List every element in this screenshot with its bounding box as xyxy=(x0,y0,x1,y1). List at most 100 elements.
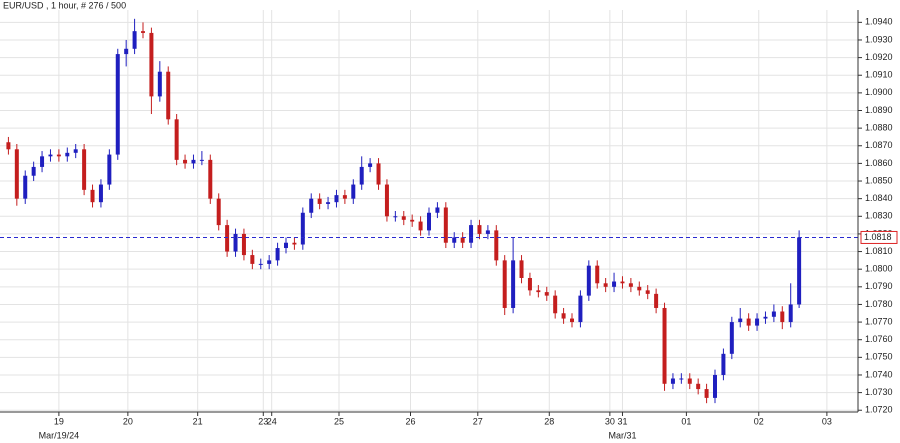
candle-body xyxy=(469,225,474,243)
x-tick-label: 25 xyxy=(334,416,344,426)
x-tick-label: 28 xyxy=(544,416,554,426)
y-tick-label: 1.0900 xyxy=(865,87,893,97)
candle-body xyxy=(519,260,524,278)
candle-body xyxy=(561,313,566,319)
candle-body xyxy=(670,378,675,384)
candle-body xyxy=(771,311,776,317)
x-tick-label: 31 xyxy=(617,416,627,426)
candle-body xyxy=(679,378,684,380)
candle-body xyxy=(603,283,608,287)
candle-body xyxy=(368,163,373,167)
candle-body xyxy=(275,248,280,261)
y-tick-label: 1.0810 xyxy=(865,246,893,256)
candle-body xyxy=(763,316,768,319)
x-tick-label: 27 xyxy=(473,416,483,426)
candle-body xyxy=(637,286,642,291)
candle-body xyxy=(191,159,196,164)
candle-body xyxy=(797,237,802,305)
candle-body xyxy=(570,318,574,323)
candle-body xyxy=(721,353,726,375)
y-tick-label: 1.0910 xyxy=(865,70,893,80)
candle-body xyxy=(40,156,45,167)
candle-body xyxy=(696,383,701,390)
candle-body xyxy=(578,295,583,323)
candle-body xyxy=(654,293,659,308)
candle-body xyxy=(48,154,53,157)
x-tick-label: 19 xyxy=(54,416,64,426)
candle-body xyxy=(326,202,331,204)
candle-body xyxy=(107,154,112,185)
candle-body xyxy=(359,166,364,185)
candle-body xyxy=(174,119,179,160)
x-tick-label: 02 xyxy=(754,416,764,426)
candle-body xyxy=(393,216,398,218)
y-tick-label: 1.0870 xyxy=(865,140,893,150)
y-tick-label: 1.0800 xyxy=(865,264,893,274)
candle-body xyxy=(645,290,650,294)
candle-body xyxy=(90,189,95,203)
candle-body xyxy=(780,311,785,323)
y-tick-label: 1.0740 xyxy=(865,369,893,379)
candle-body xyxy=(376,163,381,185)
candle-body xyxy=(452,237,457,243)
candle-body xyxy=(351,184,356,199)
candle-body xyxy=(199,159,204,161)
x-date-label: Mar/19/24 xyxy=(39,430,80,440)
candle-body xyxy=(14,149,19,199)
x-date-label: Mar/31 xyxy=(608,430,636,440)
candle-body xyxy=(704,389,709,398)
candle-body xyxy=(746,318,751,326)
candle-body xyxy=(511,260,516,308)
grid xyxy=(0,10,858,412)
y-tick-label: 1.0860 xyxy=(865,158,893,168)
candle-body xyxy=(23,175,28,199)
y-tick-label: 1.0920 xyxy=(865,52,893,62)
candle-body xyxy=(502,260,507,308)
candle-body xyxy=(31,166,36,176)
candle-body xyxy=(586,265,591,296)
last-price-label: 1.0818 xyxy=(864,232,892,242)
x-tick-label: 26 xyxy=(405,416,415,426)
chart-title: EUR/USD , 1 hour, # 276 / 500 xyxy=(3,0,126,10)
candle-body xyxy=(258,263,263,265)
candle-body xyxy=(115,54,120,155)
candle-body xyxy=(216,198,221,226)
y-tick-label: 1.0940 xyxy=(865,17,893,27)
candle-body xyxy=(342,195,347,199)
candle-body xyxy=(628,283,633,287)
candle-body xyxy=(729,322,734,354)
candle-body xyxy=(56,154,61,157)
y-tick-label: 1.0750 xyxy=(865,352,893,362)
candle-body xyxy=(460,237,465,243)
candle-body xyxy=(536,290,541,293)
candle-body xyxy=(334,195,339,203)
candle-body xyxy=(788,304,793,323)
candle-body xyxy=(418,221,423,231)
x-tick-label: 03 xyxy=(822,416,832,426)
last-price-box xyxy=(860,230,898,244)
y-tick-label: 1.0930 xyxy=(865,34,893,44)
y-tick-label: 1.0850 xyxy=(865,175,893,185)
candle-body xyxy=(6,142,11,150)
candle-body xyxy=(149,32,154,97)
candles xyxy=(0,18,858,404)
candle-body xyxy=(410,219,415,222)
candle-body xyxy=(132,31,137,49)
candle-body xyxy=(755,318,760,326)
candle-body xyxy=(620,281,625,284)
candle-body xyxy=(401,216,406,220)
candle-body xyxy=(687,378,692,384)
y-tick-label: 1.0790 xyxy=(865,281,893,291)
y-tick-label: 1.0780 xyxy=(865,299,893,309)
candle-body xyxy=(544,292,549,296)
x-tick-label: 24 xyxy=(267,416,277,426)
candle-body xyxy=(713,374,717,398)
candle-body xyxy=(309,198,314,213)
candle-body xyxy=(427,212,431,231)
candle-body xyxy=(157,71,162,97)
candle-body xyxy=(98,184,103,203)
candle-body xyxy=(241,233,246,256)
x-tick-label: 30 xyxy=(605,416,615,426)
